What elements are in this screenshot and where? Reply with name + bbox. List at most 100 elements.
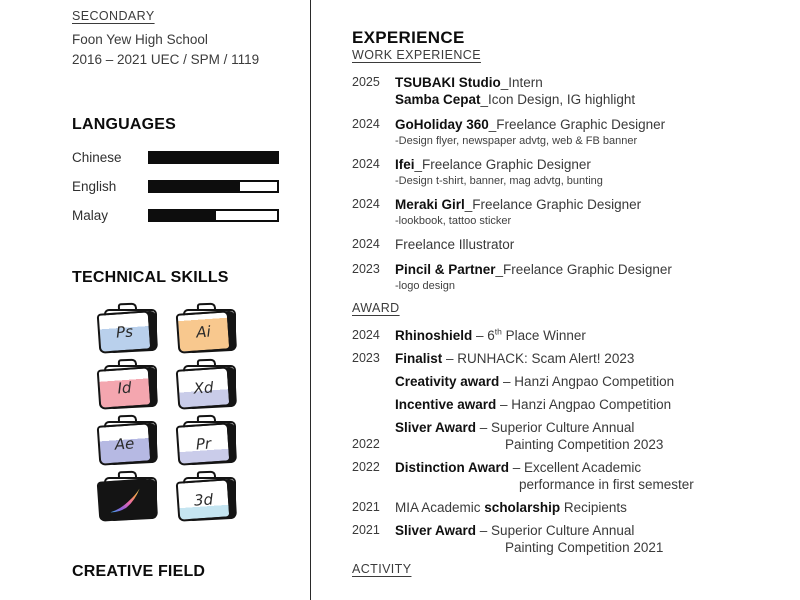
award-entry: Incentive award – Hanzi Angpao Competiti… [352, 396, 800, 413]
entry-body: Creativity award – Hanzi Angpao Competit… [395, 373, 800, 390]
entry-year: 2024 [352, 328, 380, 342]
award-entry: 2023 Finalist – RUNHACK: Scam Alert! 2023 [352, 350, 800, 367]
language-row: English [72, 179, 310, 194]
award-list: 2024 Rhinoshield – 6th Place Winner 2023 Fi… [352, 327, 800, 556]
entry-year: 2023 [352, 262, 380, 276]
award-title-bold: Incentive award [395, 397, 497, 412]
folder-front: Id [96, 366, 153, 410]
right-column: EXPERIENCE WORK EXPERIENCE 2025 TSUBAKI S… [311, 0, 800, 600]
folder-label: Ps [115, 322, 134, 342]
procreate-brush-icon [109, 488, 140, 512]
entry-body: Rhinoshield – 6th Place Winner [395, 327, 800, 344]
award-text: Place Winner [501, 328, 586, 343]
award-text: – Hanzi Angpao Competition [496, 397, 672, 412]
work-entry: 2024 Ifei_Freelance Graphic Designer -Desi… [352, 156, 800, 188]
work-entry: 2024 GoHoliday 360_Freelance Graphic Desi… [352, 116, 800, 148]
folder-label: Pr [195, 434, 212, 454]
award-title-bold: Finalist [395, 351, 443, 366]
folder-front: Pr [175, 422, 232, 466]
entry-title-line: GoHoliday 360_Freelance Graphic Designer [395, 116, 800, 133]
award-text: – Superior Culture Annual [476, 420, 635, 435]
entry-title-line: Samba Cepat_Icon Design, IG highlight [395, 91, 800, 108]
award-line2: Painting Competition 2023 [505, 437, 664, 452]
experience-heading: EXPERIENCE [352, 28, 465, 47]
language-label: Chinese [72, 150, 122, 165]
award-line2: performance in first semester [519, 477, 694, 492]
entry-title-bold: Meraki Girl [395, 197, 465, 212]
entry-body: GoHoliday 360_Freelance Graphic Designer… [395, 116, 800, 148]
folder-front: Xd [175, 366, 232, 410]
left-column: SECONDARY Foon Yew High School 2016 – 20… [0, 0, 311, 600]
entry-body: TSUBAKI Studio_Intern Samba Cepat_Icon De… [395, 74, 800, 108]
entry-body: MIA Academic scholarship Recipients [395, 499, 800, 516]
entry-title-line: TSUBAKI Studio_Intern [395, 74, 800, 91]
work-entry: 2024 Meraki Girl_Freelance Graphic Design… [352, 196, 800, 228]
entry-title-bold: Samba Cepat [395, 92, 481, 107]
entry-year: 2022 [352, 460, 380, 474]
skill-folder-ae: Ae [96, 414, 161, 466]
skills-folder-grid: Ps Ai Id Xd Ae Pr 3d [96, 302, 310, 522]
skill-folder-id: Id [96, 358, 161, 410]
award-entry: 2021 MIA Academic scholarship Recipients [352, 499, 800, 516]
work-experience-heading: WORK EXPERIENCE [352, 48, 481, 62]
language-level-bar [148, 151, 279, 164]
award-title-bold: Sliver Award [395, 523, 477, 538]
entry-title-text: _Intern [500, 75, 543, 90]
entry-body: Incentive award – Hanzi Angpao Competiti… [395, 396, 800, 413]
entry-title-text: Freelance Illustrator [395, 237, 515, 252]
entry-detail: -Design flyer, newspaper advtg, web & FB… [395, 135, 638, 147]
skill-folder-procreate [96, 470, 161, 522]
award-text: – Superior Culture Annual [476, 523, 635, 538]
award-heading: AWARD [352, 301, 400, 315]
language-level-bar [148, 209, 279, 222]
entry-year: 2024 [352, 117, 380, 131]
activity-heading: ACTIVITY [352, 562, 412, 576]
award-line: Rhinoshield – 6th Place Winner [395, 327, 800, 344]
award-text: Recipients [560, 500, 627, 515]
entry-title-text: _Freelance Graphic Designer [414, 157, 591, 172]
language-row: Chinese [72, 150, 310, 165]
work-entry: 2024 Freelance Illustrator [352, 236, 800, 253]
award-text: – 6 [472, 328, 495, 343]
award-title-bold: Distinction Award [395, 460, 510, 475]
work-entry: 2025 TSUBAKI Studio_Intern Samba Cepat_Ico… [352, 74, 800, 108]
award-line: Creativity award – Hanzi Angpao Competit… [395, 373, 800, 390]
entry-title-text: _Freelance Graphic Designer [495, 262, 672, 277]
award-line: Finalist – RUNHACK: Scam Alert! 2023 [395, 350, 800, 367]
work-experience-list: 2025 TSUBAKI Studio_Intern Samba Cepat_Ico… [352, 74, 800, 293]
entry-title-bold: TSUBAKI Studio [395, 75, 501, 90]
entry-detail: -logo design [395, 280, 455, 292]
skills-heading: TECHNICAL SKILLS [72, 269, 229, 286]
entry-year: 2024 [352, 237, 380, 251]
award-text: – Hanzi Angpao Competition [499, 374, 675, 389]
folder-front: Ai [175, 310, 232, 354]
entry-year: 2024 [352, 157, 380, 171]
award-title-bold: scholarship [484, 500, 561, 515]
entry-year: 2025 [352, 75, 380, 89]
award-entry: 2024 Rhinoshield – 6th Place Winner [352, 327, 800, 344]
skill-folder-pr: Pr [175, 414, 240, 466]
language-level-bar [148, 180, 279, 193]
entry-title-bold: Pincil & Partner [395, 262, 496, 277]
entry-title-line: Ifei_Freelance Graphic Designer [395, 156, 800, 173]
language-label: Malay [72, 208, 109, 223]
skill-folder-3d: 3d [175, 470, 240, 522]
award-text: – RUNHACK: Scam Alert! 2023 [442, 351, 635, 366]
entry-title-text: _Icon Design, IG highlight [480, 92, 636, 107]
entry-year: 2022 [352, 437, 380, 451]
entry-body: Distinction Award – Excellent Academic pe… [395, 459, 800, 493]
language-level-fill [150, 182, 241, 191]
entry-year [352, 396, 395, 413]
entry-body: Freelance Illustrator [395, 236, 800, 253]
award-entry: 2022 Distinction Award – Excellent Academ… [352, 459, 800, 493]
entry-body: Pincil & Partner_Freelance Graphic Desig… [395, 261, 800, 293]
award-title-bold: Rhinoshield [395, 328, 473, 343]
award-line: Sliver Award – Superior Culture Annual [395, 522, 800, 539]
skill-folder-xd: Xd [175, 358, 240, 410]
language-list: Chinese English Malay [72, 150, 310, 223]
entry-body: Meraki Girl_Freelance Graphic Designer -l… [395, 196, 800, 228]
folder-front: Ae [96, 422, 153, 466]
award-title-bold: Sliver Award [395, 420, 477, 435]
award-entry: 2022 Sliver Award – Superior Culture Annu… [352, 419, 800, 453]
folder-front: 3d [175, 478, 232, 522]
